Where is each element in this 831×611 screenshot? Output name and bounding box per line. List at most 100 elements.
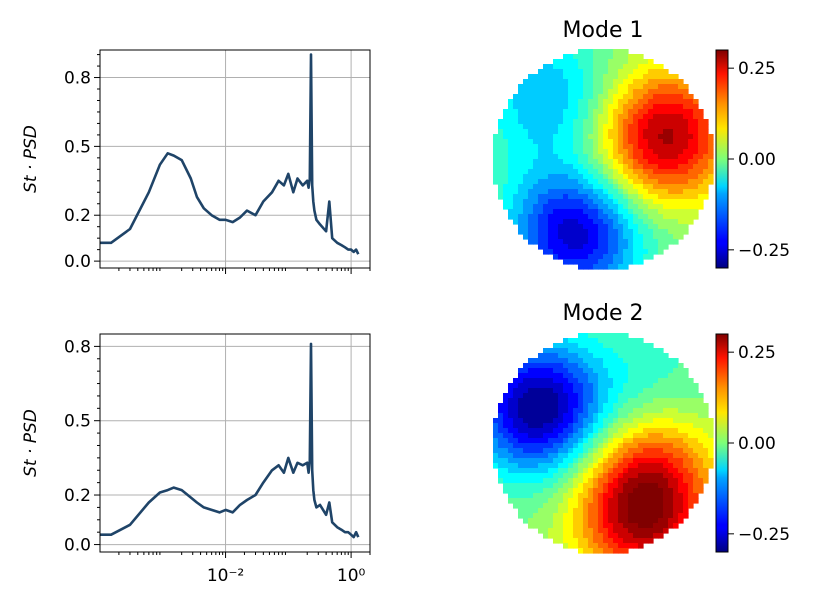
contour-cell	[533, 398, 539, 404]
contour-cell	[618, 403, 624, 409]
contour-cell	[658, 348, 664, 354]
contour-cell	[633, 189, 639, 195]
contour-cell	[533, 139, 539, 145]
contour-cell	[513, 438, 519, 444]
contour-cell	[653, 119, 659, 125]
contour-cell	[693, 209, 699, 215]
contour-cell	[653, 204, 659, 210]
contour-cell	[553, 124, 559, 130]
contour-cell	[698, 134, 704, 140]
contour-cell	[523, 174, 529, 180]
contour-cell	[703, 463, 709, 469]
contour-cell	[553, 154, 559, 160]
contour-cell	[643, 154, 649, 160]
contour-cell	[703, 134, 709, 140]
contour-cell	[593, 508, 599, 514]
contour-cell	[498, 194, 504, 200]
axes-frame	[99, 49, 371, 269]
contour-cell	[548, 448, 554, 454]
contour-cell	[598, 513, 604, 519]
contour-cell	[563, 189, 569, 195]
contour-cell	[613, 264, 619, 270]
contour-cell	[693, 413, 699, 419]
contour-cell	[538, 129, 544, 135]
contour-cell	[608, 199, 614, 205]
contour-cell	[548, 353, 554, 359]
contour-cell	[593, 239, 599, 245]
contour-cell	[623, 254, 629, 260]
contour-cell	[538, 468, 544, 474]
contour-cell	[578, 104, 584, 110]
contour-cell	[513, 99, 519, 105]
contour-cell	[503, 463, 509, 469]
contour-cell	[628, 174, 634, 180]
contour-cell	[523, 438, 529, 444]
contour-cell	[643, 119, 649, 125]
contour-cell	[668, 94, 674, 100]
contour-cell	[578, 114, 584, 120]
contour-cell	[553, 538, 559, 544]
contour-cell	[698, 428, 704, 434]
contour-cell	[708, 154, 714, 160]
contour-cell	[663, 453, 669, 459]
contour-cell	[548, 79, 554, 85]
contour-cell	[603, 154, 609, 160]
contour-cell	[693, 483, 699, 489]
contour-cell	[573, 433, 579, 439]
contour-cell	[568, 473, 574, 479]
contour-cell	[628, 383, 634, 389]
contour-cell	[668, 169, 674, 175]
contour-cell	[648, 478, 654, 484]
contour-cell	[588, 69, 594, 75]
contour-cell	[628, 134, 634, 140]
contour-cell	[643, 164, 649, 170]
contour-cell	[568, 338, 574, 344]
contour-cell	[698, 204, 704, 210]
contour-cell	[698, 418, 704, 424]
contour-cell	[643, 388, 649, 394]
contour-cell	[668, 458, 674, 464]
contour-cell	[653, 423, 659, 429]
contour-cell	[643, 408, 649, 414]
mode-2-panel: Mode 2 0.250.00−0.25	[493, 301, 790, 554]
contour-cell	[663, 234, 669, 240]
contour-cell	[683, 403, 689, 409]
contour-cell	[703, 124, 709, 130]
contour-cell	[528, 493, 534, 499]
contour-cell	[573, 124, 579, 130]
contour-cell	[593, 204, 599, 210]
contour-cell	[578, 224, 584, 230]
contour-cell	[603, 119, 609, 125]
contour-cell	[618, 94, 624, 100]
contour-cell	[583, 129, 589, 135]
contour-cell	[658, 428, 664, 434]
contour-cell	[578, 483, 584, 489]
contour-cell	[583, 229, 589, 235]
contour-cell	[688, 503, 694, 509]
contour-cell	[518, 229, 524, 235]
contour-cell	[593, 259, 599, 265]
contour-cell	[503, 199, 509, 205]
contour-cell	[553, 383, 559, 389]
contour-cell	[608, 348, 614, 354]
contour-cell	[523, 124, 529, 130]
contour-cell	[683, 503, 689, 509]
contour-cell	[648, 413, 654, 419]
contour-cell	[683, 204, 689, 210]
contour-cell	[583, 179, 589, 185]
contour-cell	[693, 204, 699, 210]
contour-cell	[573, 403, 579, 409]
contour-cell	[633, 259, 639, 265]
contour-cell	[623, 458, 629, 464]
contour-cell	[523, 209, 529, 215]
contour-cell	[633, 413, 639, 419]
contour-cell	[633, 194, 639, 200]
contour-cell	[498, 139, 504, 145]
contour-cell	[623, 174, 629, 180]
contour-cell	[518, 169, 524, 175]
contour-cell	[678, 139, 684, 145]
contour-cell	[548, 428, 554, 434]
contour-cell	[598, 239, 604, 245]
contour-cell	[633, 358, 639, 364]
contour-cell	[608, 413, 614, 419]
